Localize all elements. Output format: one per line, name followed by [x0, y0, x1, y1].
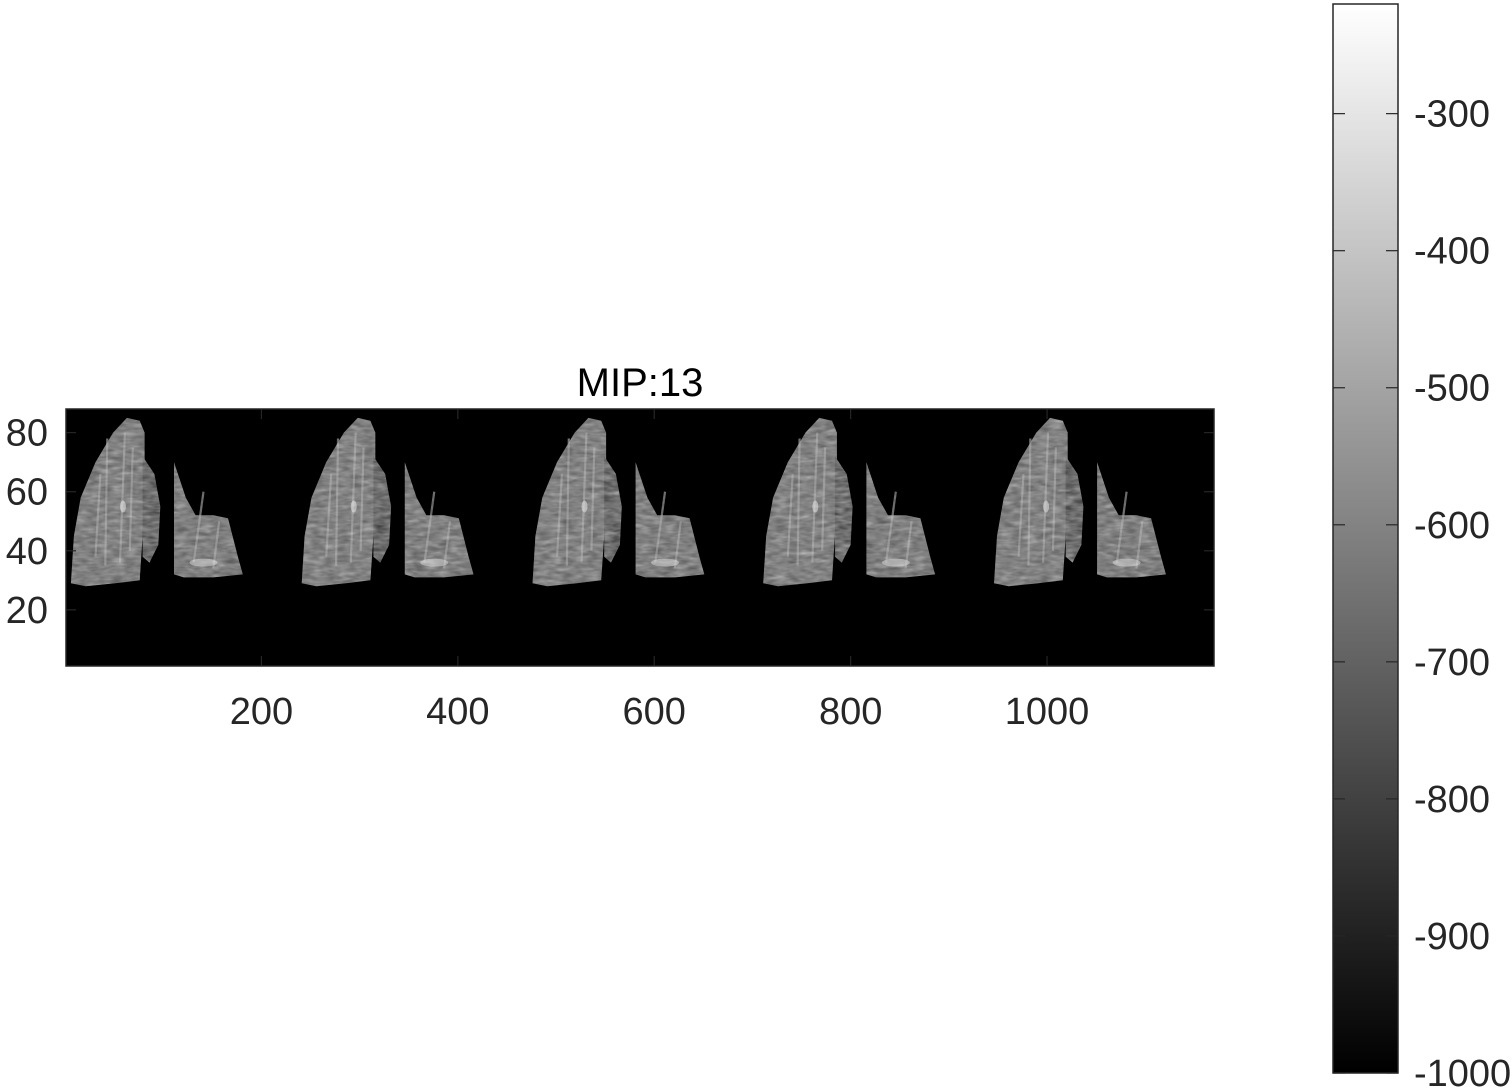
- bright-spot: [651, 558, 680, 567]
- vessel-streak: [811, 432, 819, 563]
- colorbar: -1000 -900 -800 -700 -600 -500 -400 -300: [1332, 3, 1511, 1091]
- vessel-streak: [94, 473, 102, 557]
- vessel-streak: [359, 447, 365, 551]
- plot-title: MIP:13: [577, 361, 704, 405]
- vessel-streak: [118, 432, 127, 563]
- left-lung-shape: [70, 417, 145, 587]
- heart-shadow-shape: [1065, 456, 1084, 563]
- colorbar-tick-label: -700: [1414, 642, 1490, 684]
- vessel-streak: [104, 438, 109, 566]
- right-lung-shape: [404, 462, 474, 578]
- image-axes: [65, 408, 1215, 667]
- heart-shadow-shape: [604, 456, 622, 563]
- colorbar-tick-label: -600: [1414, 505, 1490, 547]
- vessel-streak: [580, 432, 588, 563]
- x-axis-tick-labels: 200 400 600 800 1000: [230, 691, 1090, 733]
- colorbar-gradient: [1332, 3, 1399, 1074]
- bright-spot: [420, 558, 449, 567]
- bright-spot: [1043, 500, 1050, 513]
- bright-spot: [119, 500, 126, 513]
- heart-shadow-shape: [142, 456, 161, 563]
- bright-spot: [581, 500, 588, 513]
- bright-spot: [350, 500, 357, 513]
- heart-shadow-shape: [834, 456, 853, 563]
- y-tick-label: 40: [6, 531, 48, 573]
- y-tick-label: 80: [6, 413, 48, 455]
- left-lung-shape: [532, 417, 607, 587]
- vessel-streak: [786, 473, 794, 557]
- colorbar-tick-label: -1000: [1414, 1053, 1511, 1091]
- y-tick-label: 20: [6, 590, 48, 632]
- bright-spot: [812, 500, 819, 513]
- vessel-streak: [1017, 473, 1025, 557]
- image-frame: [65, 408, 1215, 667]
- vessel-streak: [654, 491, 667, 563]
- left-lung-shape: [994, 417, 1068, 587]
- right-lung-shape: [174, 462, 243, 578]
- vessel-streak: [423, 491, 436, 563]
- vessel-streak: [1027, 438, 1032, 566]
- right-lung-shape: [1097, 462, 1166, 578]
- x-tick-label: 1000: [1005, 691, 1090, 733]
- vessel-streak: [555, 473, 564, 557]
- vessel-streak: [796, 438, 801, 566]
- vessel-streak: [1042, 432, 1050, 563]
- heart-shadow-shape: [373, 456, 392, 563]
- colorbar-tick-label: -400: [1414, 231, 1490, 273]
- vessel-streak: [821, 447, 827, 551]
- vessel-streak: [325, 473, 333, 557]
- vessel-streak: [1051, 447, 1057, 551]
- x-tick-label: 400: [426, 691, 489, 733]
- right-lung-shape: [866, 462, 936, 578]
- x-tick-label: 800: [819, 691, 882, 733]
- bright-spot: [189, 558, 218, 567]
- colorbar-tick-label: -500: [1414, 368, 1490, 410]
- colorbar-tick-label: -800: [1414, 779, 1490, 821]
- bright-spot: [881, 558, 910, 567]
- colorbar-tick-labels: -1000 -900 -800 -700 -600 -500 -400 -300: [1414, 94, 1511, 1091]
- x-tick-label: 600: [623, 691, 686, 733]
- y-axis-tick-labels: 20 40 60 80: [6, 413, 48, 632]
- vessel-streak: [192, 491, 205, 563]
- x-tick-label: 200: [230, 691, 293, 733]
- left-lung-shape: [301, 417, 376, 587]
- vessel-streak: [884, 491, 897, 563]
- colorbar-ticks: [1333, 113, 1398, 1074]
- vessel-streak: [349, 432, 357, 563]
- right-lung-shape: [635, 462, 705, 578]
- inner-ticks: [66, 409, 1214, 666]
- bright-spot: [1112, 558, 1141, 567]
- vessel-streak: [334, 438, 340, 566]
- vessel-streak: [1115, 491, 1128, 563]
- vessel-streak: [128, 447, 134, 551]
- vessel-streak: [565, 438, 570, 566]
- y-tick-label: 60: [6, 472, 48, 514]
- vessel-streak: [590, 447, 596, 551]
- colorbar-tick-label: -300: [1414, 94, 1490, 136]
- lung-mip-image: [70, 417, 1166, 587]
- colorbar-tick-label: -900: [1414, 916, 1490, 958]
- left-lung-shape: [763, 417, 837, 587]
